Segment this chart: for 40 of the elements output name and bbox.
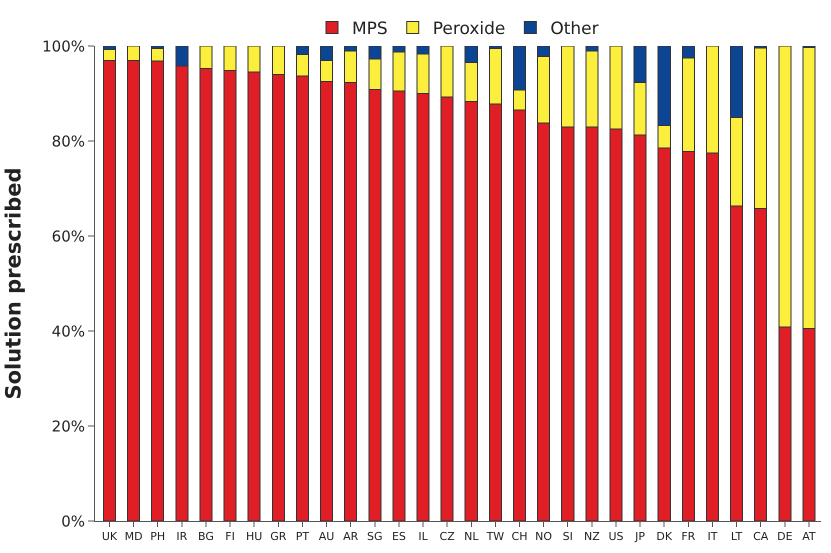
- x-tick-label: DK: [656, 530, 673, 544]
- x-tick-label: GR: [270, 530, 287, 544]
- x-tick-label: CH: [512, 530, 528, 544]
- x-tick-label: BG: [198, 530, 214, 544]
- y-axis-title: Solution prescribed: [1, 167, 26, 400]
- x-tick-label: IR: [176, 530, 188, 544]
- x-tick-label: CZ: [440, 530, 456, 544]
- x-tick-label: MD: [124, 530, 143, 544]
- x-tick-label: TW: [486, 530, 504, 544]
- x-tick-label: SI: [562, 530, 573, 544]
- x-tick-label: FI: [225, 530, 235, 544]
- x-tick-label: PT: [296, 530, 310, 544]
- x-tick-label: NL: [464, 530, 480, 544]
- x-tick-label: NO: [535, 530, 552, 544]
- y-tick-label: 60%: [52, 227, 85, 246]
- x-tick-label: PH: [150, 530, 166, 544]
- x-tick-label: IL: [418, 530, 429, 544]
- x-tick-label: IT: [707, 530, 718, 544]
- legend-label: Other: [550, 19, 599, 40]
- x-tick-label: SG: [367, 530, 383, 544]
- legend-label: MPS: [352, 19, 388, 40]
- x-tick-label: AT: [802, 530, 816, 544]
- x-tick-label: JP: [634, 530, 646, 544]
- x-tick-label: AR: [343, 530, 359, 544]
- x-tick-label: ES: [392, 530, 406, 544]
- x-tick-label: DE: [777, 530, 793, 544]
- x-tick-label: CA: [753, 530, 769, 544]
- x-tick-label: AU: [318, 530, 334, 544]
- x-tick-label: LT: [730, 530, 743, 544]
- x-tick-label: NZ: [584, 530, 600, 544]
- x-tick-label: HU: [246, 530, 262, 544]
- x-tick-label: FR: [681, 530, 696, 544]
- x-tick-label: UK: [102, 530, 118, 544]
- x-tick-label: US: [608, 530, 624, 544]
- y-tick-label: 40%: [52, 322, 85, 340]
- legend-label: Peroxide: [432, 19, 506, 40]
- y-tick-label: 100%: [42, 37, 85, 56]
- y-tick-label: 20%: [52, 417, 85, 436]
- y-tick-label: 0%: [61, 512, 85, 530]
- y-tick-label: 80%: [52, 132, 85, 150]
